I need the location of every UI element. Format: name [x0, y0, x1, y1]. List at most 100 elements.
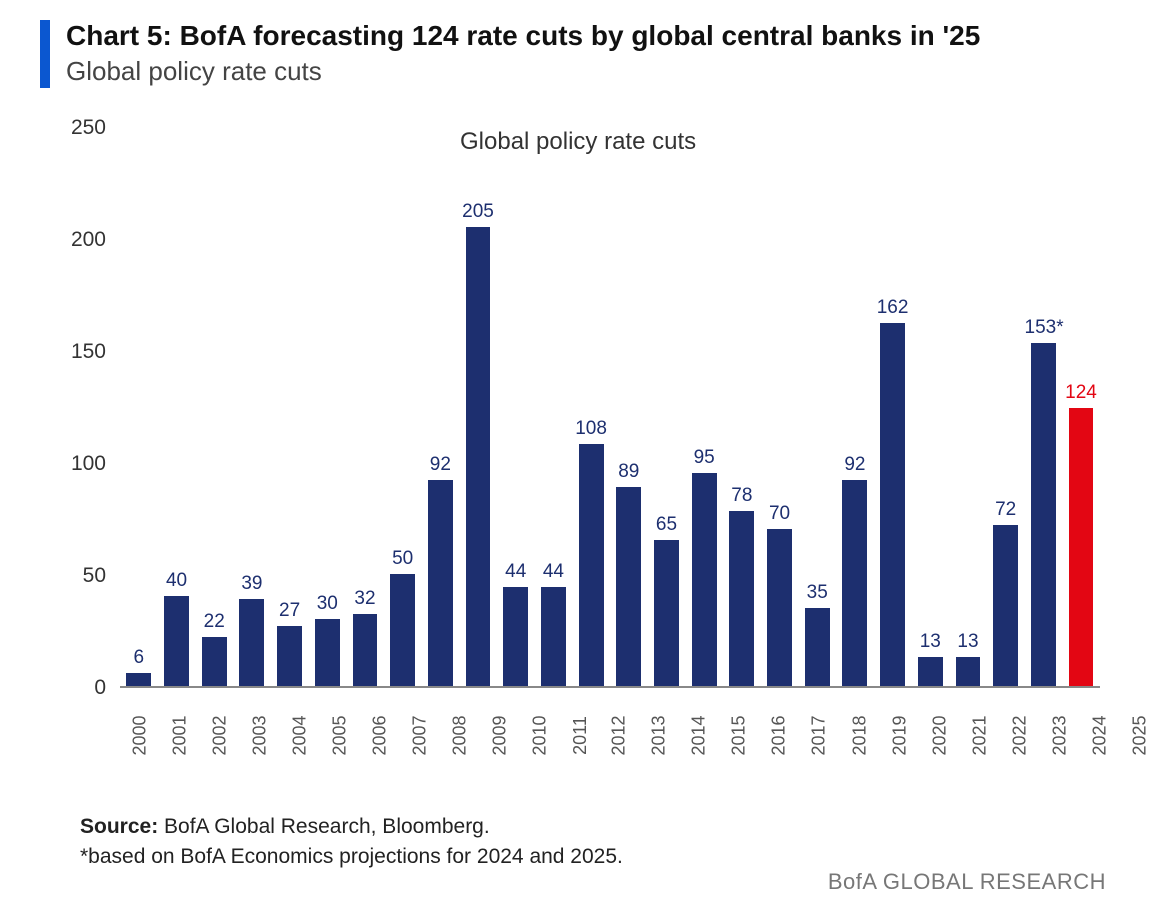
x-tick-label: 2023: [1049, 715, 1070, 755]
bar-slot: 162: [874, 128, 912, 686]
bar-value-label: 40: [158, 571, 196, 590]
bar-slot: 35: [798, 128, 836, 686]
bar-slot: 89: [610, 128, 648, 686]
bar: [880, 323, 905, 686]
x-tick-label: 2006: [370, 715, 391, 755]
y-tick: 0: [94, 676, 106, 700]
chart-header: Chart 5: BofA forecasting 124 rate cuts …: [40, 18, 1112, 88]
x-tick-label: 2024: [1089, 715, 1110, 755]
bar-slot: 40: [158, 128, 196, 686]
y-axis: 050100150200250: [40, 128, 120, 688]
bar: [1031, 343, 1056, 686]
bar-value-label: 108: [572, 419, 610, 438]
bar-slot: 205: [459, 128, 497, 686]
x-tick-label: 2002: [210, 715, 231, 755]
bar: [654, 540, 679, 686]
bar: [164, 596, 189, 686]
source-text: BofA Global Research, Bloomberg.: [158, 815, 490, 838]
chart-area: Global policy rate cuts 050100150200250 …: [40, 118, 1100, 758]
x-tick-label: 2004: [290, 715, 311, 755]
chart-title-main: Chart 5: BofA forecasting 124 rate cuts …: [66, 18, 980, 53]
bar-value-label: 65: [648, 515, 686, 534]
bar-value-label: 78: [723, 486, 761, 505]
bar-slot: 13: [949, 128, 987, 686]
branding-text: BofA GLOBAL RESEARCH: [828, 869, 1106, 895]
x-tick-label: 2010: [530, 715, 551, 755]
chart-title-sub: Global policy rate cuts: [66, 55, 980, 88]
y-tick: 150: [71, 340, 106, 364]
bar: [993, 525, 1018, 686]
bar: [277, 626, 302, 686]
bar-slot: 32: [346, 128, 384, 686]
y-tick: 200: [71, 228, 106, 252]
bar-slot: 30: [308, 128, 346, 686]
bar: [466, 227, 491, 686]
bar: [805, 608, 830, 686]
bar: [842, 480, 867, 686]
x-tick-label: 2020: [929, 715, 950, 755]
bar-slot: 44: [497, 128, 535, 686]
bar-slot: 70: [761, 128, 799, 686]
bar-value-label: 32: [346, 589, 384, 608]
bar-slot: 92: [836, 128, 874, 686]
bar: [579, 444, 604, 686]
bar-value-label: 30: [308, 594, 346, 613]
bar-slot: 95: [685, 128, 723, 686]
bar-value-label: 89: [610, 462, 648, 481]
x-tick-label: 2015: [729, 715, 750, 755]
bar-value-label: 44: [497, 562, 535, 581]
bar: [315, 619, 340, 686]
bar-slot: 27: [271, 128, 309, 686]
bar: [390, 574, 415, 686]
bar-value-label: 13: [911, 632, 949, 651]
bar-slot: 50: [384, 128, 422, 686]
bar-value-label: 50: [384, 549, 422, 568]
bar-slot: 92: [422, 128, 460, 686]
bar-slot: 108: [572, 128, 610, 686]
bar: [353, 614, 378, 686]
bar: [428, 480, 453, 686]
x-tick-label: 2014: [689, 715, 710, 755]
bar-value-label: 162: [874, 298, 912, 317]
bar-slot: 44: [535, 128, 573, 686]
bar-value-label: 22: [195, 612, 233, 631]
x-tick-label: 2025: [1129, 715, 1150, 755]
bar-value-label: 124: [1062, 383, 1100, 402]
bar: [1069, 408, 1094, 686]
bar-slot: 13: [911, 128, 949, 686]
x-tick-label: 2019: [889, 715, 910, 755]
bar-slot: 72: [987, 128, 1025, 686]
chart-footer: Source: BofA Global Research, Bloomberg.…: [80, 812, 1112, 873]
bar-slot: 39: [233, 128, 271, 686]
title-block: Chart 5: BofA forecasting 124 rate cuts …: [66, 18, 980, 88]
bar-slot: 78: [723, 128, 761, 686]
page-root: Chart 5: BofA forecasting 124 rate cuts …: [0, 0, 1152, 913]
bar: [126, 673, 151, 686]
bar-slot: 65: [648, 128, 686, 686]
bar-value-label: 92: [422, 455, 460, 474]
bar-value-label: 13: [949, 632, 987, 651]
x-tick-label: 2000: [130, 715, 151, 755]
x-tick-label: 2012: [609, 715, 630, 755]
x-tick-label: 2009: [490, 715, 511, 755]
bar: [541, 587, 566, 686]
bar-value-label: 35: [798, 583, 836, 602]
bar-value-label: 44: [535, 562, 573, 581]
source-label: Source:: [80, 815, 158, 838]
bar-value-label: 27: [271, 601, 309, 620]
bar-slot: 22: [195, 128, 233, 686]
x-tick-label: 2007: [410, 715, 431, 755]
accent-bar: [40, 20, 50, 88]
x-tick-label: 2017: [809, 715, 830, 755]
x-tick-label: 2008: [450, 715, 471, 755]
bar-value-label: 153*: [1025, 318, 1063, 337]
x-tick-label: 2016: [769, 715, 790, 755]
y-tick: 50: [83, 564, 106, 588]
bar: [503, 587, 528, 686]
bar-value-label: 95: [685, 448, 723, 467]
y-tick: 100: [71, 452, 106, 476]
bar: [956, 657, 981, 686]
x-tick-label: 2013: [649, 715, 670, 755]
bar-value-label: 72: [987, 500, 1025, 519]
bar-slot: 6: [120, 128, 158, 686]
